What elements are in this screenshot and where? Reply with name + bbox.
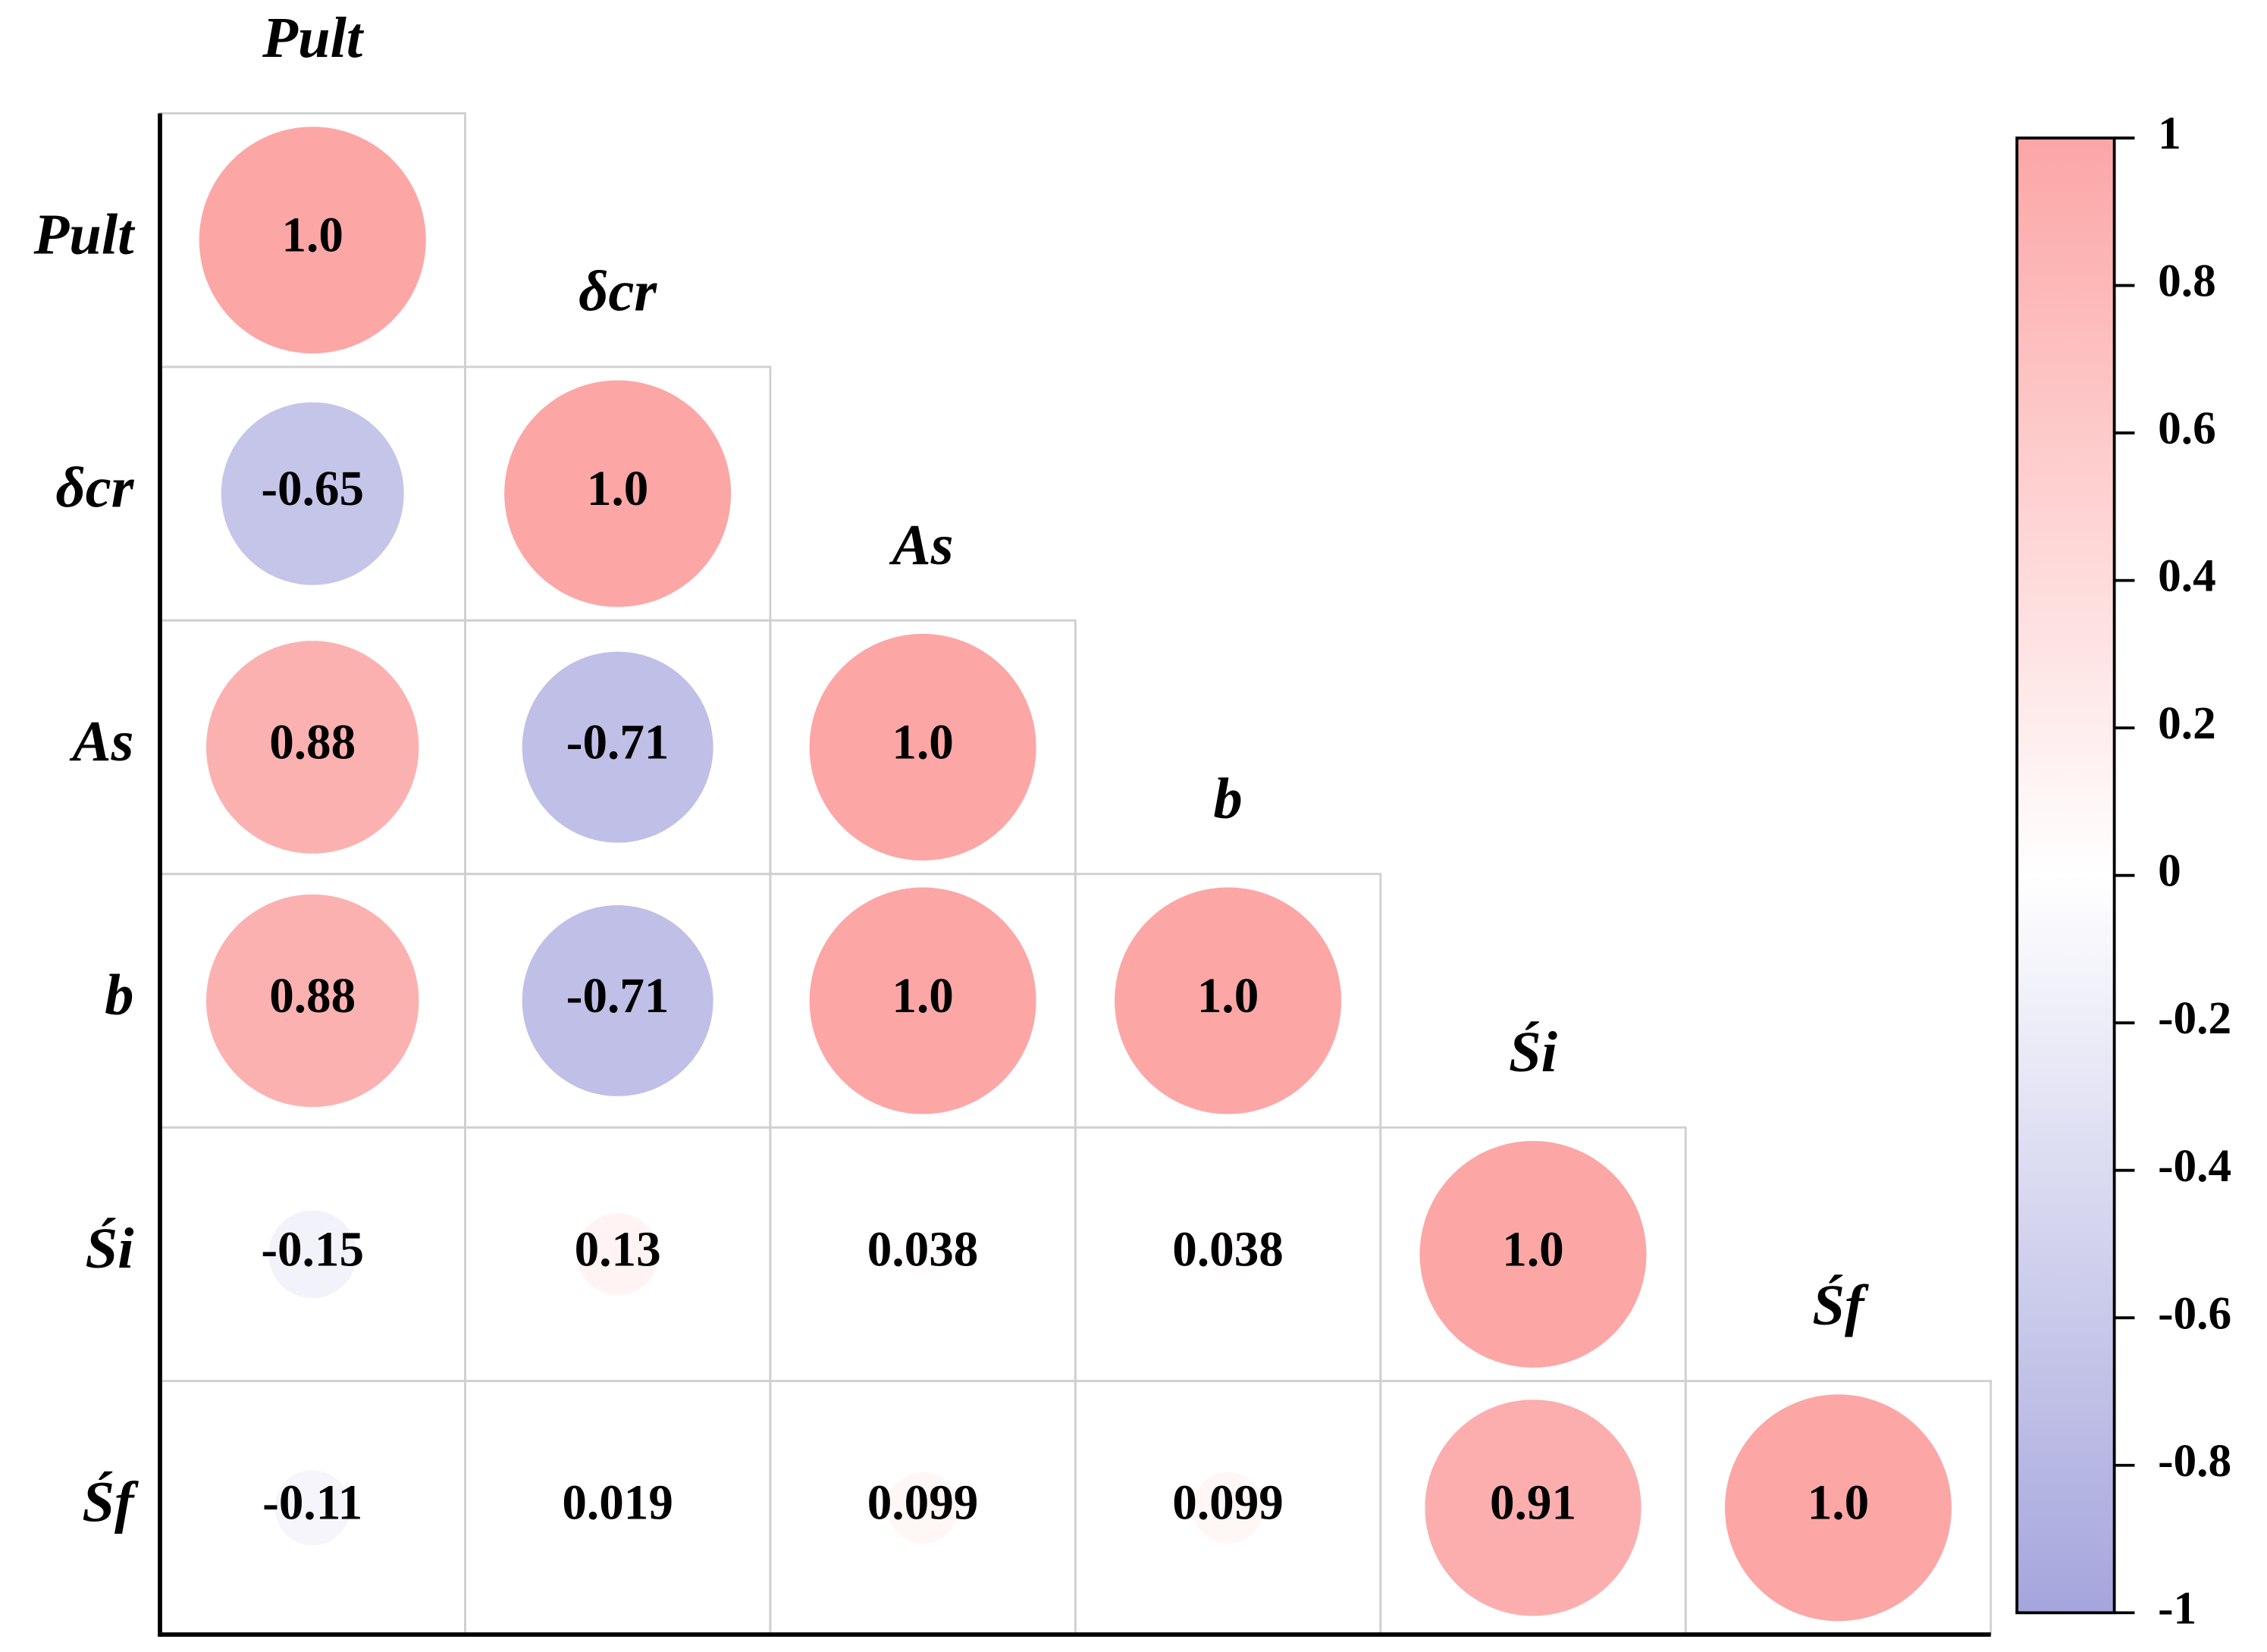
column-label: Śf <box>1812 1273 1869 1337</box>
colorbar-tick-label: 0.4 <box>2158 550 2216 602</box>
value-label: 0.88 <box>269 969 356 1023</box>
correlation-circle <box>199 127 426 354</box>
correlation-circle <box>1425 1400 1641 1616</box>
value-label: 0.038 <box>1172 1222 1284 1277</box>
correlation-circle <box>1192 1472 1264 1544</box>
value-label: 0.91 <box>1490 1476 1576 1531</box>
correlation-circle <box>522 904 713 1096</box>
colorbar-tick-label: -0.8 <box>2158 1435 2231 1487</box>
value-label: 1.0 <box>587 462 648 516</box>
value-label: 1.0 <box>1502 1222 1563 1277</box>
correlation-circle <box>602 1492 634 1524</box>
correlation-circle <box>268 1210 357 1299</box>
colorbar-tick-label: 0 <box>2158 845 2181 897</box>
correlation-circle <box>504 380 732 607</box>
value-label: -0.11 <box>262 1476 362 1531</box>
correlation-circle <box>274 1470 350 1546</box>
value-label: 1.0 <box>1197 969 1259 1023</box>
colorbar-tick-label: -0.4 <box>2158 1140 2231 1192</box>
value-label: 0.099 <box>867 1476 979 1531</box>
colorbar-tick-label: -1 <box>2158 1582 2196 1634</box>
colorbar-tick-label: 0.6 <box>2158 403 2216 454</box>
value-label: 0.88 <box>269 715 356 770</box>
correlation-circle <box>522 651 713 843</box>
colorbar-tick-label: 0.8 <box>2158 255 2216 307</box>
value-label: 1.0 <box>892 969 953 1023</box>
correlation-circle <box>1206 1232 1250 1277</box>
correlation-circle <box>809 634 1036 861</box>
correlation-circle <box>205 894 419 1108</box>
column-label: b <box>1213 766 1242 830</box>
value-label: -0.71 <box>566 715 669 770</box>
column-label: As <box>889 513 954 577</box>
value-label: 1.0 <box>1808 1476 1869 1531</box>
correlation-circle <box>1419 1140 1647 1368</box>
correlation-circle <box>576 1213 659 1296</box>
correlation-circle <box>809 887 1036 1114</box>
colorbar <box>2015 136 2116 1615</box>
column-label: Śi <box>1509 1020 1557 1084</box>
correlation-circle <box>1724 1394 1952 1622</box>
colorbar-tick-label: -0.2 <box>2158 992 2231 1044</box>
colorbar-tick-label: 0.2 <box>2158 697 2216 749</box>
row-label: δcr <box>55 456 134 520</box>
correlation-circle <box>1115 887 1342 1114</box>
value-label: 1.0 <box>892 715 953 770</box>
value-label: 1.0 <box>281 208 343 263</box>
colorbar-tick-label: -0.6 <box>2158 1287 2231 1339</box>
correlation-circle <box>205 641 419 854</box>
value-label: 0.019 <box>562 1476 673 1531</box>
value-label: 0.13 <box>575 1222 661 1277</box>
value-label: 0.038 <box>867 1222 979 1277</box>
column-label: δcr <box>579 259 657 324</box>
value-label: -0.71 <box>566 969 669 1023</box>
value-label: -0.15 <box>261 1222 364 1277</box>
correlation-circle <box>887 1472 959 1544</box>
row-label: Śi <box>86 1216 134 1281</box>
row-label: Pult <box>33 202 136 266</box>
value-label: 0.099 <box>1172 1476 1284 1531</box>
correlation-circle <box>221 402 404 585</box>
correlation-circle <box>900 1232 945 1277</box>
value-label: -0.65 <box>261 462 364 516</box>
row-label: b <box>105 963 133 1027</box>
row-label: Śf <box>82 1469 139 1534</box>
column-label: Pult <box>262 5 365 70</box>
colorbar-tick-label: 1 <box>2158 108 2181 159</box>
row-label: As <box>70 709 134 773</box>
